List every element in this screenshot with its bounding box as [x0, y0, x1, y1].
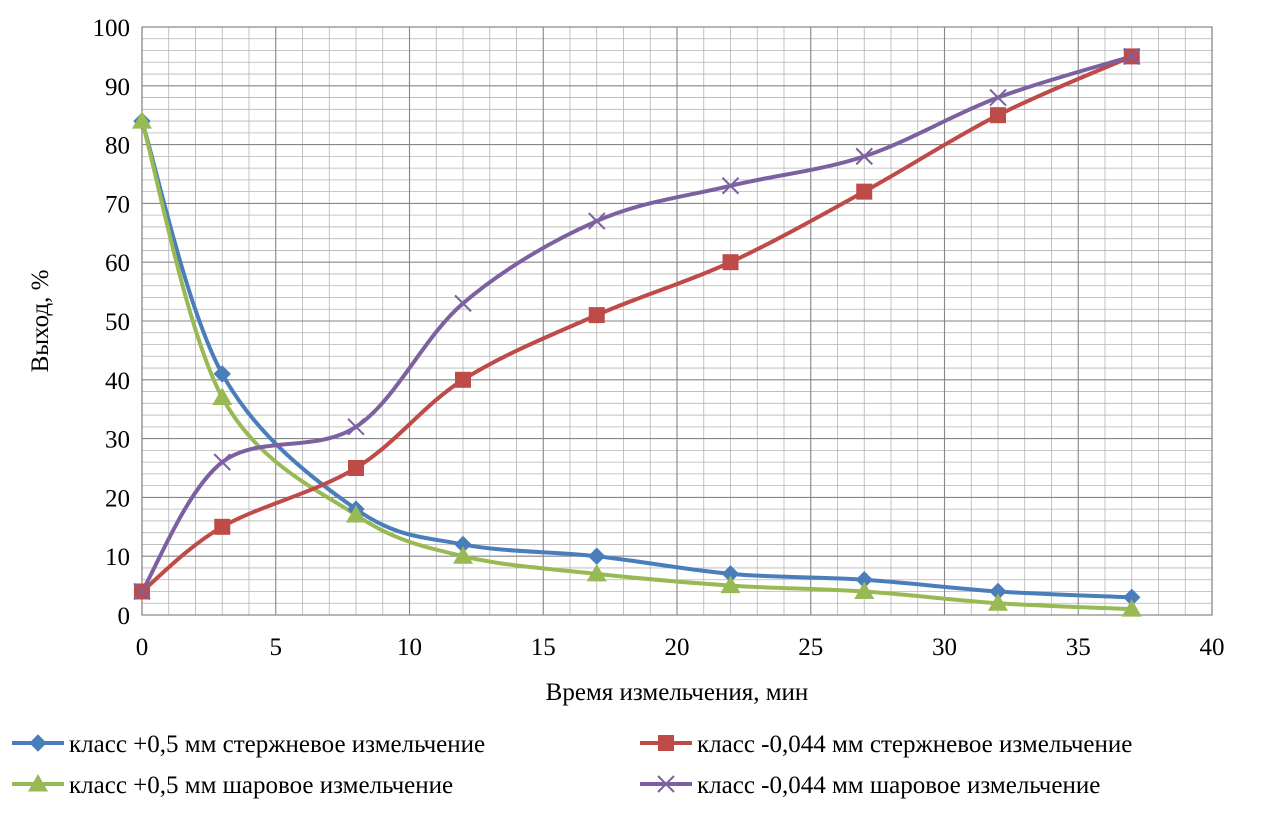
data-point-series-2: [455, 371, 471, 388]
data-point-series-4: [213, 453, 231, 471]
legend-marker: [658, 735, 674, 751]
y-tick-label: 90: [105, 74, 130, 101]
x-tick-label: 5: [270, 634, 283, 661]
y-tick-label: 40: [105, 368, 130, 395]
data-point-series-4: [454, 294, 472, 313]
x-tick-label: 10: [397, 634, 422, 661]
legend-label: класс +0,5 мм стержневое измельчение: [69, 731, 485, 758]
data-point-series-2: [990, 107, 1006, 124]
y-tick-label: 20: [105, 485, 130, 512]
data-point-series-3: [854, 581, 875, 599]
data-point-series-3: [212, 387, 233, 405]
series-line-1: [140, 119, 1134, 600]
data-point-series-4: [989, 88, 1007, 107]
series-line-4: [140, 54, 1134, 594]
y-tick-label: 70: [105, 191, 130, 218]
data-point-series-2: [722, 254, 739, 271]
data-point-series-3: [1121, 599, 1142, 617]
data-point-series-1: [213, 365, 231, 383]
y-tick-label: 80: [105, 133, 130, 160]
y-tick-label: 0: [118, 603, 131, 630]
series-line-3: [140, 119, 1134, 612]
legend-item: класс +0,5 мм шаровое измельчение: [12, 772, 453, 799]
data-point-series-3: [453, 546, 473, 564]
y-tick-label: 60: [105, 250, 130, 277]
plot-area-frame: [141, 26, 1213, 616]
data-point-series-2: [588, 307, 605, 324]
data-point-series-4: [721, 177, 740, 195]
y-axis-tick-labels: 0 10 20 30 40 50 60 70 80 90 100: [93, 15, 131, 630]
legend-item: класс +0,5 мм стержневое измельчение: [12, 731, 485, 758]
y-tick-label: 10: [105, 544, 130, 571]
x-tick-label: 40: [1200, 634, 1225, 661]
legend-item: класс -0,044 мм стержневое измельчение: [640, 731, 1132, 758]
legend-marker: [29, 734, 47, 752]
data-point-series-2: [856, 183, 873, 200]
data-point-series-4: [588, 212, 606, 230]
data-point-series-3: [346, 505, 366, 523]
series-line-2: [140, 54, 1134, 594]
y-axis-title: Выход, %: [27, 270, 54, 373]
legend-label: класс -0,044 мм стержневое измельчение: [697, 731, 1132, 758]
data-point-series-1: [588, 547, 606, 565]
x-tick-label: 30: [932, 634, 957, 661]
legend-item: класс -0,044 мм шаровое измельчение: [640, 772, 1100, 799]
x-tick-label: 35: [1066, 634, 1091, 661]
x-tick-label: 0: [136, 634, 149, 661]
legend-label: класс +0,5 мм шаровое измельчение: [69, 772, 453, 799]
legend-marker: [28, 774, 48, 792]
x-tick-label: 20: [665, 634, 690, 661]
data-point-series-2: [348, 460, 364, 476]
y-tick-label: 100: [93, 15, 131, 42]
x-tick-label: 25: [798, 634, 823, 661]
y-tick-label: 50: [105, 309, 130, 336]
legend: класс +0,5 мм стержневое измельчение клас…: [12, 731, 1132, 799]
legend-label: класс -0,044 мм шаровое измельчение: [697, 772, 1100, 799]
x-axis-title: Время измельчения, мин: [546, 679, 809, 706]
data-point-series-4: [347, 418, 365, 436]
data-point-series-3: [988, 593, 1008, 611]
data-point-series-2: [214, 518, 231, 535]
series-markers: [132, 47, 1142, 617]
y-tick-label: 30: [105, 427, 130, 454]
x-axis-tick-labels: 0 5 10 15 20 25 30 35 40: [136, 634, 1225, 661]
data-point-series-4: [1123, 47, 1141, 66]
legend-marker: [657, 775, 675, 793]
x-tick-label: 15: [531, 634, 556, 661]
data-point-series-3: [720, 575, 741, 594]
data-point-series-3: [586, 563, 607, 582]
data-point-series-4: [133, 582, 151, 601]
data-point-series-3: [132, 111, 152, 129]
data-point-series-4: [855, 147, 873, 166]
